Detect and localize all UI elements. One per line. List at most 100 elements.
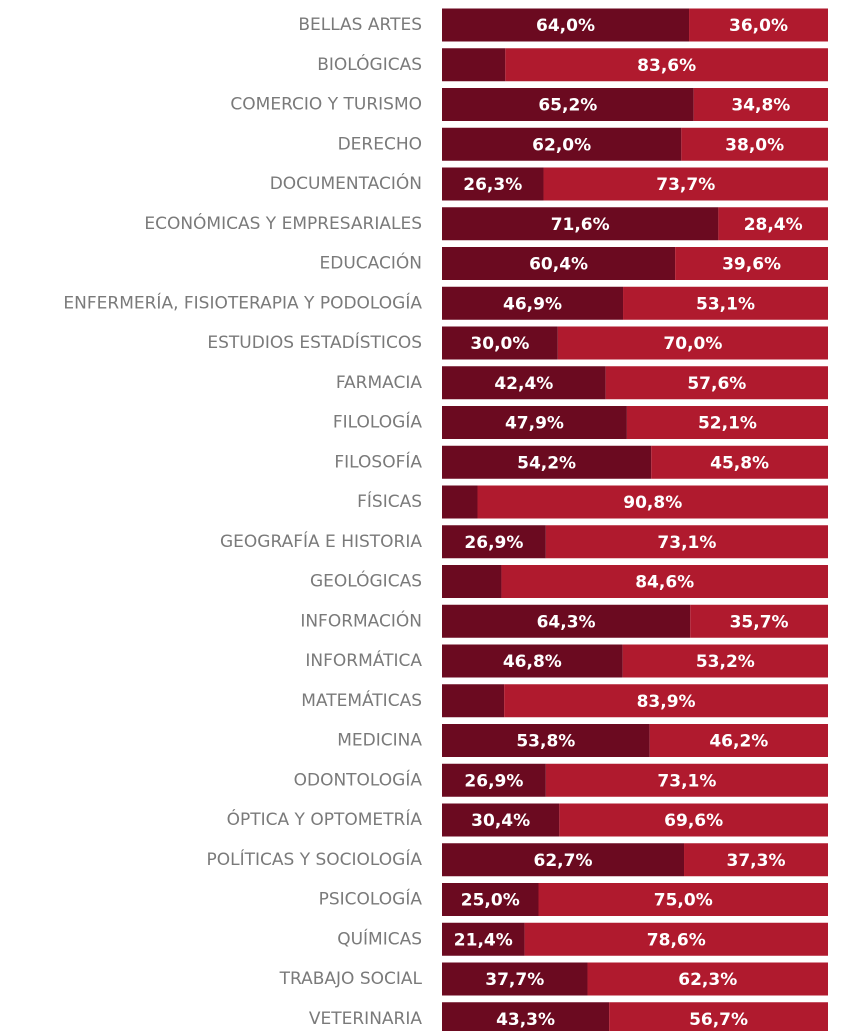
data-label: 64,0% xyxy=(536,16,595,36)
category-label: MEDICINA xyxy=(337,731,422,751)
data-label: 26,9% xyxy=(464,771,523,791)
bar-segment-2 xyxy=(718,207,828,241)
data-label: 83,9% xyxy=(637,692,696,712)
data-label: 46,9% xyxy=(503,294,562,314)
category-label: FARMACIA xyxy=(336,373,423,393)
bar-segment-2 xyxy=(684,843,828,877)
category-label: ÓPTICA Y OPTOMETRÍA xyxy=(227,808,423,830)
category-label: MATEMÁTICAS xyxy=(301,689,422,711)
bar-segment-2 xyxy=(626,406,828,439)
category-label: DOCUMENTACIÓN xyxy=(270,172,422,194)
bar-segment-2 xyxy=(501,565,828,598)
bar-segment-1 xyxy=(442,803,560,837)
bar-segment-1 xyxy=(442,1002,610,1031)
data-label: 73,1% xyxy=(657,533,716,553)
data-label: 25,0% xyxy=(461,891,520,911)
bar-segment-2 xyxy=(690,604,828,638)
data-label: 62,7% xyxy=(534,851,593,871)
bar-segment-1 xyxy=(442,88,694,121)
bar-segment-2 xyxy=(609,1002,828,1031)
category-label: EDUCACIÓN xyxy=(320,252,422,274)
category-label: ODONTOLOGÍA xyxy=(294,768,423,790)
bar-segment-1 xyxy=(442,525,546,559)
bar-segment-2 xyxy=(559,803,828,837)
bar-segment-1 xyxy=(442,326,558,360)
category-label: FILOLOGÍA xyxy=(333,411,422,433)
category-label: VETERINARIA xyxy=(309,1009,422,1029)
category-label: TRABAJO SOCIAL xyxy=(279,969,423,989)
bar-segment-1 xyxy=(442,883,539,916)
bar-segment-1 xyxy=(442,644,623,678)
data-label: 30,4% xyxy=(471,811,530,831)
data-label: 71,6% xyxy=(551,215,610,235)
bar-segment-2 xyxy=(681,127,828,161)
data-label: 39,6% xyxy=(722,255,781,275)
bar-segment-2 xyxy=(477,485,828,519)
category-labels: BELLAS ARTES BIOLÓGICAS COMERCIO Y TURISMO… xyxy=(63,15,422,1029)
bar-segment-1 xyxy=(442,247,676,280)
data-label: 73,1% xyxy=(657,771,716,791)
data-label: 52,1% xyxy=(698,414,757,434)
data-label: 45,8% xyxy=(710,453,769,473)
data-label: 62,0% xyxy=(532,135,591,155)
data-label: 57,6% xyxy=(687,374,746,394)
data-label: 60,4% xyxy=(529,255,588,275)
data-label: 37,3% xyxy=(727,851,786,871)
bar-segment-2 xyxy=(649,724,828,757)
bar-segment-1 xyxy=(442,406,627,439)
data-label: 36,0% xyxy=(729,16,788,36)
bar-segment-1 xyxy=(442,684,505,718)
category-label: FÍSICAS xyxy=(357,490,422,512)
bar-segment-2 xyxy=(605,366,828,400)
bar-segment-1 xyxy=(442,485,478,519)
data-label: 75,0% xyxy=(654,891,713,911)
bar-segment-1 xyxy=(442,445,652,479)
category-label: POLÍTICAS Y SOCIOLOGÍA xyxy=(207,848,423,870)
bar-segment-2 xyxy=(538,883,828,916)
bar-segment-2 xyxy=(651,445,828,479)
data-label: 54,2% xyxy=(517,453,576,473)
data-label: 38,0% xyxy=(725,135,784,155)
data-label: 21,4% xyxy=(454,930,513,950)
bar-segment-2 xyxy=(543,167,828,201)
category-label: COMERCIO Y TURISMO xyxy=(230,95,422,115)
bar-segment-2 xyxy=(622,644,828,678)
bar-segment-2 xyxy=(505,48,828,82)
data-label: 56,7% xyxy=(689,1010,748,1030)
data-label: 53,2% xyxy=(696,652,755,672)
category-label: ESTUDIOS ESTADÍSTICOS xyxy=(207,331,422,353)
bar-segment-2 xyxy=(545,525,828,559)
data-label: 90,8% xyxy=(623,493,682,513)
bar-segment-1 xyxy=(442,366,606,400)
bar-segment-1 xyxy=(442,207,719,241)
data-label: 47,9% xyxy=(505,414,564,434)
bar-segment-1 xyxy=(442,8,690,42)
category-label: GEOGRAFÍA E HISTORIA xyxy=(220,530,422,552)
bar-segment-1 xyxy=(442,922,525,956)
bar-segment-2 xyxy=(587,962,828,996)
data-label: 69,6% xyxy=(664,811,723,831)
bar-segment-2 xyxy=(689,8,828,42)
bar-segment-2 xyxy=(504,684,828,718)
bar-segment-1 xyxy=(442,604,691,638)
data-label: 46,8% xyxy=(503,652,562,672)
bar-segment-2 xyxy=(693,88,828,121)
bars xyxy=(442,8,828,1031)
category-label: ENFERMERÍA, FISIOTERAPIA Y PODOLOGÍA xyxy=(63,291,422,313)
data-label: 62,3% xyxy=(678,970,737,990)
bar-segment-2 xyxy=(675,247,828,280)
category-label: ECONÓMICAS Y EMPRESARIALES xyxy=(144,212,422,234)
data-label: 70,0% xyxy=(663,334,722,354)
data-label: 26,9% xyxy=(464,533,523,553)
data-label: 78,6% xyxy=(647,930,706,950)
bar-segment-1 xyxy=(442,127,682,161)
data-label: 43,3% xyxy=(496,1010,555,1030)
bar-segment-2 xyxy=(545,763,828,797)
data-label: 26,3% xyxy=(463,175,522,195)
data-label: 65,2% xyxy=(538,96,597,116)
category-label: PSICOLOGÍA xyxy=(319,888,423,910)
data-label: 53,1% xyxy=(696,294,755,314)
data-label: 53,8% xyxy=(516,732,575,752)
category-label: GEOLÓGICAS xyxy=(310,570,422,592)
